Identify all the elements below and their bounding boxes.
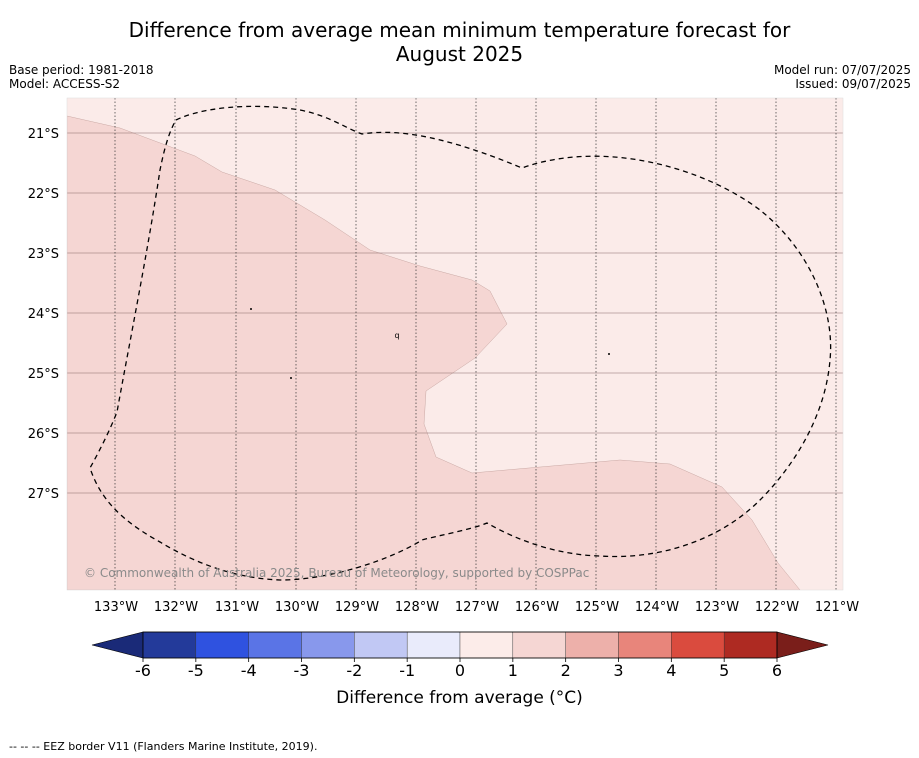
lon-labels: 133°W 132°W 131°W 130°W 129°W 128°W 127°… (94, 600, 859, 615)
lon-label: 123°W (695, 600, 739, 615)
colorbar-tick-label: 1 (508, 661, 518, 680)
colorbar-tick-label: -3 (294, 661, 310, 680)
eez-legend: -- -- -- EEZ border V11 (Flanders Marine… (9, 740, 318, 753)
colorbar: -6 -5 -4 -3 -2 -1 0 1 2 3 4 5 6 (91, 631, 829, 680)
lon-label: 131°W (215, 600, 259, 615)
colorbar-segment (195, 631, 249, 659)
lat-label: 26°S (28, 427, 59, 442)
colorbar-segment (671, 631, 725, 659)
colorbar-segment (354, 631, 408, 659)
lat-label: 27°S (28, 487, 59, 502)
colorbar-low-extend (91, 631, 144, 659)
lon-label: 133°W (94, 600, 138, 615)
map-title: Difference from average mean minimum tem… (0, 18, 919, 66)
title-line-1: Difference from average mean minimum tem… (128, 18, 791, 42)
colorbar-segment (565, 631, 619, 659)
title-line-2: August 2025 (395, 42, 524, 66)
colorbar-tick-label: 0 (455, 661, 465, 680)
lon-gridlines (114, 98, 837, 590)
lon-label: 128°W (395, 600, 439, 615)
model-run: Model run: 07/07/2025 (773, 63, 911, 77)
colorbar-label: Difference from average (°C) (336, 688, 583, 708)
colorbar-segment (618, 631, 672, 659)
lon-label: 124°W (635, 600, 679, 615)
map-area: q © Commonwealth of Australia 2025, Bure… (67, 98, 843, 590)
map-frame (66, 97, 844, 591)
meta-right: Model run: 07/07/2025 Issued: 09/07/2025 (774, 63, 911, 91)
colorbar-segment (512, 631, 566, 659)
lat-label: 22°S (28, 187, 59, 202)
model-name: Model: ACCESS-S2 (9, 77, 121, 91)
colorbar-tick-label: 3 (613, 661, 623, 680)
colorbar-tick-label: -4 (241, 661, 257, 680)
anomaly-band-1-2 (67, 115, 801, 590)
lat-labels: 21°S 22°S 23°S 24°S 25°S 26°S 27°S (28, 127, 59, 502)
colorbar-tick-label: 2 (561, 661, 571, 680)
colorbar-tick-label: -1 (399, 661, 415, 680)
lon-label: 125°W (575, 600, 619, 615)
lon-label: 132°W (154, 600, 198, 615)
island-markers (250, 308, 610, 379)
colorbar-tick-label: -5 (188, 661, 204, 680)
colorbar-high-extend (776, 631, 829, 659)
issued-date: Issued: 09/07/2025 (795, 77, 911, 91)
colorbar-segment (723, 631, 778, 659)
lat-label: 21°S (28, 127, 59, 142)
lat-gridlines (67, 132, 843, 494)
colorbar-tick-label: -6 (135, 661, 151, 680)
lon-label: 122°W (755, 600, 799, 615)
colorbar-segment (248, 631, 302, 659)
meta-left: Base period: 1981-2018 Model: ACCESS-S2 (9, 63, 154, 91)
island-label: q (394, 331, 399, 340)
colorbar-tick-label: 4 (666, 661, 676, 680)
colorbar-tick-label: -2 (346, 661, 362, 680)
colorbar-segment (301, 631, 355, 659)
lat-label: 23°S (28, 247, 59, 262)
lon-label: 126°W (515, 600, 559, 615)
colorbar-segment (459, 631, 514, 659)
colorbar-tick-label: 5 (719, 661, 729, 680)
copyright-text: © Commonwealth of Australia 2025, Bureau… (84, 566, 589, 580)
base-period: Base period: 1981-2018 (9, 63, 154, 77)
lat-label: 24°S (28, 307, 59, 322)
lat-label: 25°S (28, 367, 59, 382)
colorbar-segment (406, 631, 461, 659)
lon-label: 129°W (335, 600, 379, 615)
colorbar-tick-label: 6 (772, 661, 782, 680)
lon-label: 127°W (455, 600, 499, 615)
lon-label: 130°W (275, 600, 319, 615)
colorbar-segment (142, 631, 197, 659)
lon-label: 121°W (815, 600, 859, 615)
